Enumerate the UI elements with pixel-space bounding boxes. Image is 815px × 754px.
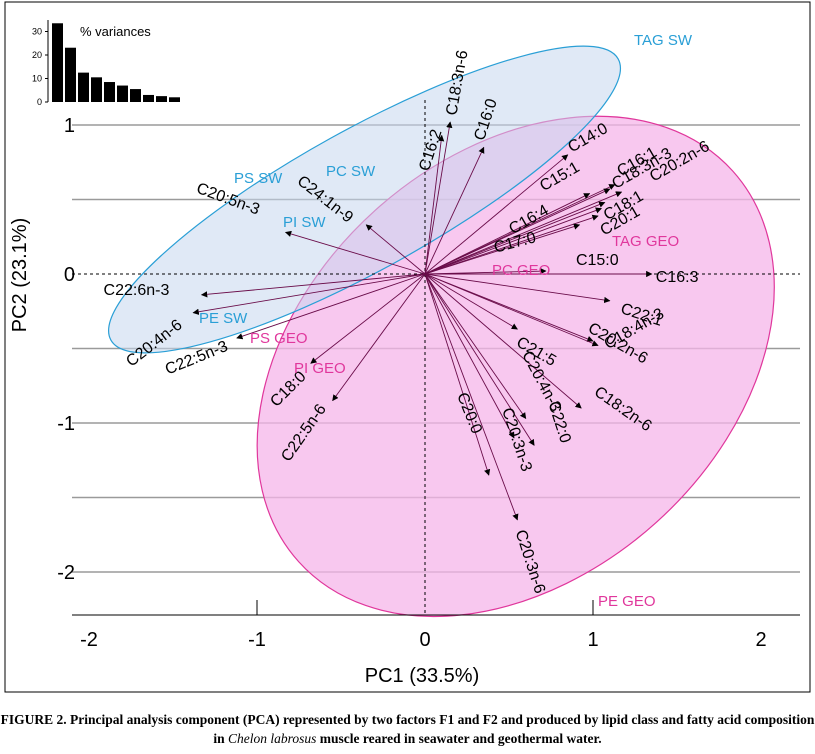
x-tick-label: 2 bbox=[755, 629, 766, 651]
vector-arrow bbox=[284, 230, 426, 275]
group-label: TAG GEO bbox=[612, 233, 679, 250]
vector-arrow bbox=[424, 273, 611, 304]
vector-arrow bbox=[424, 207, 602, 275]
y-tick-label: 1 bbox=[64, 115, 75, 137]
vector-arrow bbox=[424, 273, 515, 439]
group-label: PC SW bbox=[326, 163, 376, 180]
group-label: PS GEO bbox=[250, 330, 308, 347]
inset-title: % variances bbox=[80, 24, 151, 39]
vector-arrow bbox=[424, 193, 591, 275]
vector-arrow bbox=[424, 273, 535, 446]
x-tick-label: 1 bbox=[587, 629, 598, 651]
vector-arrow bbox=[424, 201, 606, 275]
caption-label: FIGURE 2. bbox=[0, 712, 67, 727]
axes bbox=[72, 100, 800, 616]
vector-arrow bbox=[424, 214, 599, 275]
variance-inset: 0 10 20 30 % variances bbox=[32, 20, 180, 107]
vector-arrow bbox=[424, 188, 611, 275]
ellipse-sw bbox=[108, 45, 622, 354]
y-tick-label: -2 bbox=[57, 562, 75, 584]
group-label: TAG SW bbox=[634, 32, 693, 49]
vector-arrow bbox=[424, 273, 519, 521]
x-tick-label: -2 bbox=[80, 629, 98, 651]
vector-arrow bbox=[424, 273, 599, 347]
x-tick-label: -1 bbox=[248, 629, 266, 651]
inset-tick-label: 20 bbox=[32, 50, 42, 60]
vector-arrow bbox=[192, 273, 426, 315]
vector-arrow bbox=[424, 121, 453, 275]
inset-bar bbox=[169, 97, 180, 102]
vector-arrow bbox=[365, 224, 426, 275]
vector-arrow bbox=[424, 146, 485, 275]
figure-frame bbox=[4, 1, 811, 693]
vector-arrow bbox=[332, 273, 426, 402]
vector-arrow bbox=[200, 273, 426, 298]
y-tick-label: -1 bbox=[57, 413, 75, 435]
inset-bar bbox=[117, 85, 128, 102]
y-axis-label: PC2 (23.1%) bbox=[9, 218, 31, 333]
inset-tick-label: 10 bbox=[32, 74, 42, 84]
inset-bar bbox=[143, 94, 154, 102]
vector-arrow bbox=[424, 134, 445, 275]
group-label: PE GEO bbox=[598, 593, 656, 610]
caption-text: Principal analysis component (PCA) repre… bbox=[69, 712, 815, 746]
inset-bar bbox=[104, 82, 115, 102]
group-label: PI SW bbox=[283, 214, 326, 231]
vector-label: C22:6n-3 bbox=[104, 282, 170, 299]
group-label: PC GEO bbox=[492, 262, 550, 279]
y-tick-label: 0 bbox=[64, 264, 75, 286]
inset-bar bbox=[156, 96, 167, 102]
vector-arrow bbox=[424, 273, 491, 476]
vector-arrow bbox=[424, 154, 569, 275]
inset-bar bbox=[78, 72, 89, 102]
group-label: PE SW bbox=[199, 310, 248, 327]
x-tick-label: 0 bbox=[419, 629, 430, 651]
group-label: PS SW bbox=[234, 170, 283, 187]
inset-bar bbox=[130, 89, 141, 102]
group-labels: TAG SW PS SW PC SW PI SW PE SW TAG GEO PC GEO P… bbox=[199, 32, 693, 610]
vector-arrow bbox=[424, 268, 547, 275]
figure-caption: FIGURE 2. Principal analysis component (… bbox=[0, 710, 815, 748]
inset-bar bbox=[52, 23, 63, 102]
vector-arrow bbox=[424, 273, 527, 420]
inset-tick-label: 0 bbox=[37, 97, 42, 107]
x-axis-label: PC1 (33.5%) bbox=[365, 665, 480, 687]
vector-label: C16:3 bbox=[656, 269, 699, 286]
vector-label: C15:0 bbox=[576, 252, 619, 269]
inset-bar bbox=[91, 77, 102, 102]
tick-labels: -2 -1 0 1 2 -2 -1 0 1 bbox=[57, 115, 766, 651]
vector-arrow bbox=[424, 273, 518, 330]
group-label: PI GEO bbox=[294, 360, 346, 377]
caption-species: Chelon labrosus bbox=[228, 731, 317, 746]
inset-bar bbox=[65, 47, 76, 102]
vector-arrow bbox=[424, 223, 581, 275]
vector-arrow bbox=[236, 273, 426, 340]
vector-arrow bbox=[310, 273, 426, 364]
vector-arrow bbox=[424, 191, 623, 275]
vector-arrow bbox=[424, 273, 582, 409]
inset-tick-label: 30 bbox=[32, 27, 42, 37]
caption-text-end: muscle reared in seawater and geothermal… bbox=[319, 731, 602, 746]
